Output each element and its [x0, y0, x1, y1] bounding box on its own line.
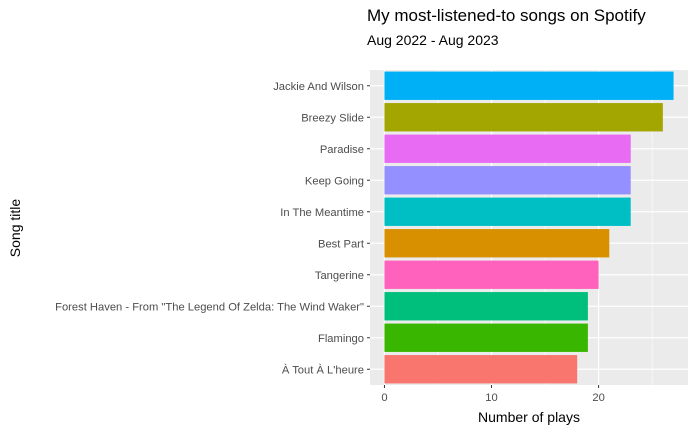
y-tick-label: Breezy Slide [301, 112, 364, 124]
bar [384, 355, 578, 384]
chart-subtitle: Aug 2022 - Aug 2023 [367, 32, 499, 48]
y-tick-label: Paradise [320, 144, 364, 156]
y-tick-label: In The Meantime [280, 207, 364, 219]
y-tick-label: Flamingo [318, 333, 364, 345]
x-axis-title: Number of plays [478, 409, 580, 425]
x-tick-label: 20 [592, 392, 604, 404]
y-axis-ticks: Jackie And Wilson Breezy Slide Paradise Kee… [55, 81, 370, 376]
bar [384, 292, 588, 321]
x-axis-ticks: 0 10 20 [381, 385, 605, 404]
bar [384, 134, 631, 163]
bar [384, 166, 631, 195]
bar [384, 260, 599, 289]
y-tick-label: Best Part [318, 238, 365, 250]
bar [384, 103, 663, 132]
y-tick-label: Tangerine [315, 270, 364, 282]
bar [384, 71, 674, 100]
y-tick-label: Forest Haven - From "The Legend Of Zelda… [55, 301, 364, 313]
x-tick-label: 0 [381, 392, 387, 404]
y-tick-label: Jackie And Wilson [273, 81, 364, 93]
bar [384, 229, 610, 258]
x-tick-label: 10 [485, 392, 497, 404]
bar [384, 323, 588, 352]
y-tick-label: Keep Going [305, 175, 364, 187]
bars [384, 71, 674, 384]
bar [384, 197, 631, 226]
y-tick-label: À Tout À L'heure [282, 363, 364, 376]
y-axis-title: Song title [7, 199, 23, 258]
chart-title: My most-listened-to songs on Spotify [367, 6, 646, 25]
